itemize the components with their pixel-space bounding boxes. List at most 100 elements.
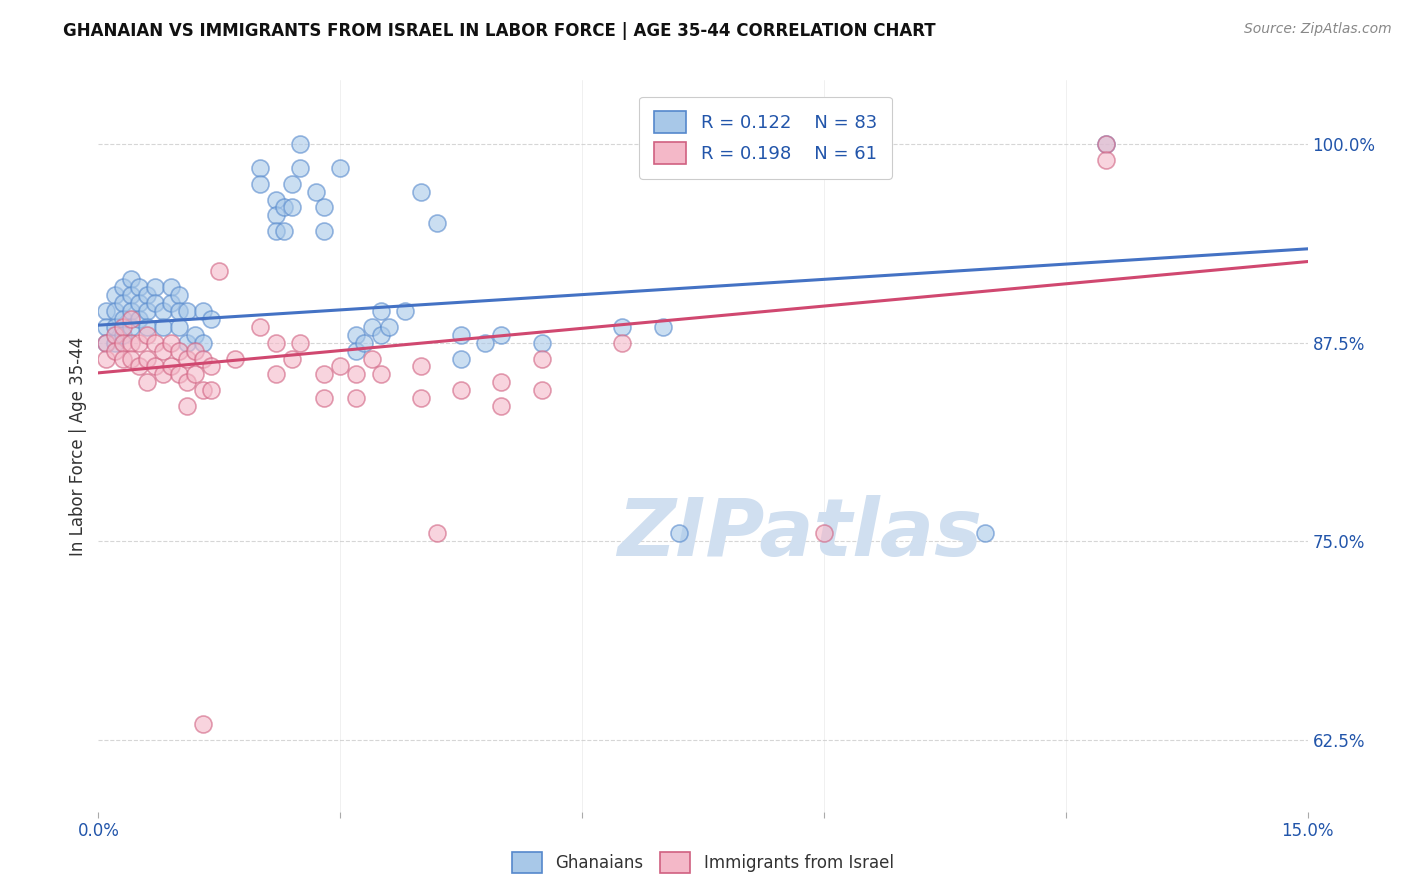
Text: ZIPatlas: ZIPatlas — [617, 495, 983, 573]
Point — [409, 359, 432, 374]
Point — [409, 185, 432, 199]
Point — [176, 351, 198, 366]
Point — [305, 185, 328, 199]
Point — [426, 216, 449, 230]
Point — [394, 303, 416, 318]
Legend: R = 0.122    N = 83, R = 0.198    N = 61: R = 0.122 N = 83, R = 0.198 N = 61 — [640, 96, 891, 178]
Point — [344, 343, 367, 358]
Point — [530, 335, 553, 350]
Point — [160, 359, 183, 374]
Y-axis label: In Labor Force | Age 35-44: In Labor Force | Age 35-44 — [69, 336, 87, 556]
Point — [167, 303, 190, 318]
Point — [668, 526, 690, 541]
Point — [135, 376, 157, 390]
Point — [160, 335, 183, 350]
Point — [288, 335, 311, 350]
Point — [612, 319, 634, 334]
Point — [249, 319, 271, 334]
Point — [651, 319, 673, 334]
Point — [530, 384, 553, 398]
Point — [249, 161, 271, 175]
Point — [361, 351, 384, 366]
Point — [120, 311, 142, 326]
Point — [120, 319, 142, 334]
Point — [249, 177, 271, 191]
Point — [1095, 153, 1118, 167]
Point — [491, 376, 513, 390]
Point — [224, 351, 246, 366]
Point — [111, 311, 134, 326]
Point — [377, 319, 399, 334]
Point — [208, 264, 231, 278]
Point — [135, 327, 157, 342]
Point — [273, 224, 295, 238]
Point — [120, 288, 142, 302]
Point — [193, 351, 215, 366]
Point — [370, 303, 392, 318]
Point — [273, 201, 295, 215]
Point — [128, 359, 150, 374]
Point — [111, 351, 134, 366]
Point — [281, 351, 304, 366]
Point — [96, 319, 118, 334]
Point — [167, 343, 190, 358]
Point — [135, 351, 157, 366]
Point — [152, 303, 174, 318]
Point — [128, 280, 150, 294]
Point — [143, 280, 166, 294]
Point — [184, 327, 207, 342]
Text: Source: ZipAtlas.com: Source: ZipAtlas.com — [1244, 22, 1392, 37]
Point — [193, 717, 215, 731]
Point — [111, 327, 134, 342]
Point — [264, 193, 287, 207]
Point — [361, 319, 384, 334]
Point — [103, 343, 125, 358]
Point — [426, 526, 449, 541]
Point — [167, 319, 190, 334]
Point — [1095, 136, 1118, 151]
Point — [160, 280, 183, 294]
Point — [120, 272, 142, 286]
Point — [193, 303, 215, 318]
Point — [143, 335, 166, 350]
Point — [344, 392, 367, 406]
Point — [176, 399, 198, 413]
Point — [128, 296, 150, 310]
Point — [1095, 136, 1118, 151]
Point — [167, 368, 190, 382]
Point — [491, 327, 513, 342]
Point — [329, 359, 352, 374]
Point — [111, 296, 134, 310]
Point — [120, 351, 142, 366]
Point — [96, 335, 118, 350]
Point — [329, 161, 352, 175]
Point — [184, 368, 207, 382]
Point — [281, 201, 304, 215]
Point — [111, 335, 134, 350]
Point — [370, 368, 392, 382]
Point — [530, 351, 553, 366]
Point — [103, 303, 125, 318]
Point — [167, 288, 190, 302]
Point — [193, 384, 215, 398]
Point — [612, 335, 634, 350]
Point — [344, 368, 367, 382]
Point — [450, 384, 472, 398]
Point — [152, 368, 174, 382]
Point — [176, 335, 198, 350]
Point — [491, 399, 513, 413]
Point — [176, 376, 198, 390]
Point — [409, 392, 432, 406]
Point — [120, 335, 142, 350]
Point — [264, 209, 287, 223]
Point — [103, 327, 125, 342]
Point — [281, 177, 304, 191]
Point — [314, 224, 336, 238]
Point — [450, 327, 472, 342]
Point — [264, 335, 287, 350]
Point — [474, 335, 496, 350]
Point — [264, 224, 287, 238]
Point — [111, 280, 134, 294]
Point — [314, 201, 336, 215]
Point — [135, 288, 157, 302]
